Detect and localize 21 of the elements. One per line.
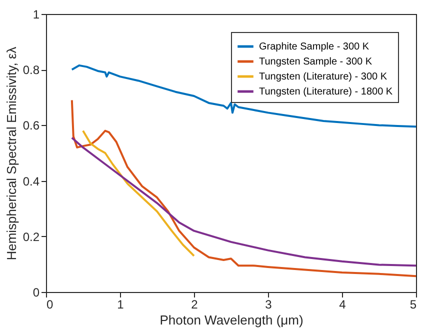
y-tick-label: 0.6	[22, 118, 40, 133]
x-axis-title: Photon Wavelength (μm)	[160, 312, 304, 328]
x-tick-label: 3	[265, 298, 272, 312]
x-tick-label: 4	[339, 298, 346, 312]
legend-label: Tungsten Sample - 300 K	[259, 56, 372, 68]
y-tick-label: 0	[32, 286, 40, 300]
y-axis-title: Hemispherical Spectral Emissivity, ελ	[4, 46, 19, 260]
y-tick-label: 0.4	[22, 174, 40, 188]
y-tick-label: 1	[32, 8, 40, 22]
line-series	[70, 99, 417, 278]
legend-label: Graphite Sample - 300 K	[259, 42, 370, 52]
legend-label: Tungsten (Literature) - 1800 K	[259, 86, 393, 98]
line-series	[70, 136, 417, 267]
x-tick-label: 2	[191, 298, 198, 312]
line-series	[82, 130, 195, 257]
y-tick-label: 0.8	[22, 63, 40, 78]
x-tick-label: 1	[117, 298, 124, 312]
x-tick-label: 5	[410, 298, 417, 312]
x-tick-label: 0	[46, 298, 54, 312]
legend-label: Tungsten (Literature) - 300 K	[259, 72, 388, 82]
y-tick-label: 0.2	[22, 230, 40, 244]
